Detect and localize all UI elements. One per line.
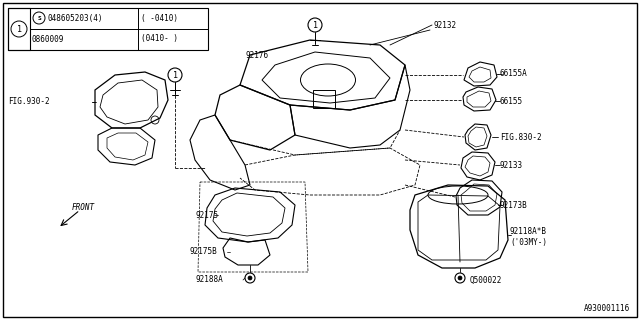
Text: (0410- ): (0410- ) — [141, 35, 178, 44]
Text: 1: 1 — [173, 70, 177, 79]
Bar — [8, 8, 30, 50]
Text: 92175: 92175 — [196, 211, 219, 220]
Circle shape — [248, 276, 252, 280]
Text: 92132: 92132 — [434, 20, 457, 29]
Text: S: S — [37, 15, 41, 20]
Text: 92175B: 92175B — [190, 247, 218, 257]
Text: FIG.930-2: FIG.930-2 — [8, 98, 50, 107]
Text: 92188A: 92188A — [196, 276, 224, 284]
Text: FRONT: FRONT — [72, 203, 95, 212]
Bar — [313, 90, 335, 108]
Circle shape — [458, 276, 462, 280]
Text: 92173B: 92173B — [500, 201, 528, 210]
Text: Q500022: Q500022 — [470, 276, 502, 284]
Text: 048605203(4): 048605203(4) — [48, 13, 104, 22]
Text: 1: 1 — [312, 20, 317, 29]
Text: ( -0410): ( -0410) — [141, 13, 178, 22]
Text: 92133: 92133 — [500, 161, 523, 170]
Text: FIG.830-2: FIG.830-2 — [500, 132, 541, 141]
Text: 66155: 66155 — [500, 97, 523, 106]
Text: 0860009: 0860009 — [32, 35, 65, 44]
Text: 66155A: 66155A — [500, 69, 528, 78]
Text: 92118A*B: 92118A*B — [510, 228, 547, 236]
Bar — [8, 8, 208, 50]
Text: 1: 1 — [17, 25, 22, 34]
Text: 92176: 92176 — [245, 51, 268, 60]
Text: A930001116: A930001116 — [584, 304, 630, 313]
Text: ('03MY-): ('03MY-) — [510, 238, 547, 247]
